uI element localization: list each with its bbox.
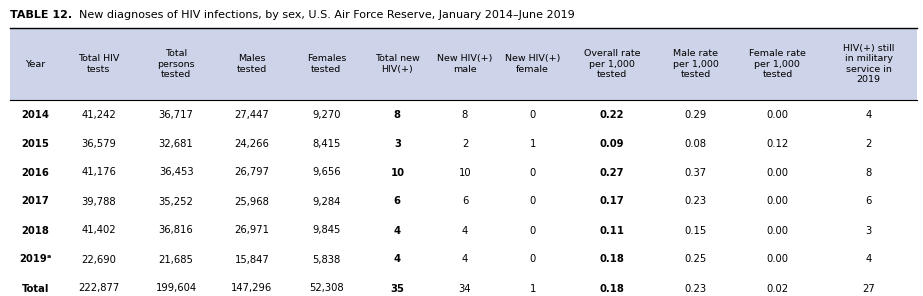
Text: 35,252: 35,252	[159, 197, 194, 207]
Text: 36,453: 36,453	[159, 168, 194, 178]
Text: Females
tested: Females tested	[306, 54, 346, 74]
Text: 9,270: 9,270	[312, 110, 341, 120]
Text: 4: 4	[462, 255, 468, 265]
Text: Overall rate
per 1,000
tested: Overall rate per 1,000 tested	[583, 49, 640, 79]
Text: 0.00: 0.00	[766, 197, 788, 207]
Text: New HIV(+)
male: New HIV(+) male	[438, 54, 493, 74]
Text: 0.37: 0.37	[685, 168, 707, 178]
Text: 4: 4	[462, 226, 468, 236]
Text: 0.08: 0.08	[685, 139, 707, 149]
Text: 4: 4	[866, 255, 872, 265]
Text: 0: 0	[530, 226, 535, 236]
Text: 34: 34	[459, 284, 472, 294]
Text: 0.15: 0.15	[685, 226, 707, 236]
Text: New HIV(+)
female: New HIV(+) female	[505, 54, 560, 74]
Text: 0: 0	[530, 197, 535, 207]
Text: 0.27: 0.27	[600, 168, 624, 178]
Text: 0.12: 0.12	[766, 139, 788, 149]
Text: 1: 1	[530, 284, 535, 294]
Text: Total
persons
tested: Total persons tested	[157, 49, 195, 79]
Text: 0.11: 0.11	[599, 226, 624, 236]
Text: 21,685: 21,685	[159, 255, 194, 265]
Text: Total HIV
tests: Total HIV tests	[78, 54, 120, 74]
Text: 2: 2	[462, 139, 468, 149]
Text: 0: 0	[530, 255, 535, 265]
Text: 2016: 2016	[21, 168, 49, 178]
Text: 10: 10	[390, 168, 404, 178]
Text: 6: 6	[462, 197, 468, 207]
Text: New diagnoses of HIV infections, by sex, U.S. Air Force Reserve, January 2014–Ju: New diagnoses of HIV infections, by sex,…	[72, 10, 575, 20]
Text: 36,816: 36,816	[159, 226, 194, 236]
Text: 8: 8	[462, 110, 468, 120]
Text: 0.00: 0.00	[766, 168, 788, 178]
Text: 0.18: 0.18	[599, 255, 624, 265]
Text: 199,604: 199,604	[156, 284, 197, 294]
Text: 1: 1	[530, 139, 535, 149]
Text: 8: 8	[866, 168, 872, 178]
Text: 6: 6	[866, 197, 872, 207]
Text: TABLE 12.: TABLE 12.	[10, 10, 72, 20]
Text: 9,845: 9,845	[312, 226, 341, 236]
Text: 8: 8	[394, 110, 401, 120]
Text: 2015: 2015	[21, 139, 49, 149]
Text: 0: 0	[530, 110, 535, 120]
Text: Total new
HIV(+): Total new HIV(+)	[375, 54, 420, 74]
Text: 0.00: 0.00	[766, 255, 788, 265]
Text: 2018: 2018	[21, 226, 49, 236]
Text: 3: 3	[866, 226, 872, 236]
Text: 27,447: 27,447	[234, 110, 270, 120]
Text: 24,266: 24,266	[234, 139, 270, 149]
Text: 9,656: 9,656	[312, 168, 341, 178]
Text: 0.09: 0.09	[600, 139, 624, 149]
Text: Total: Total	[21, 284, 49, 294]
Text: 0.18: 0.18	[599, 284, 624, 294]
Text: 0.23: 0.23	[685, 197, 707, 207]
Text: 2014: 2014	[21, 110, 49, 120]
Text: 0.00: 0.00	[766, 226, 788, 236]
Text: 4: 4	[394, 255, 401, 265]
Text: 0.00: 0.00	[766, 110, 788, 120]
Text: 0.22: 0.22	[600, 110, 624, 120]
Text: 52,308: 52,308	[309, 284, 343, 294]
Text: 8,415: 8,415	[312, 139, 341, 149]
Text: 4: 4	[866, 110, 872, 120]
Text: Female rate
per 1,000
tested: Female rate per 1,000 tested	[749, 49, 806, 79]
Text: 41,242: 41,242	[81, 110, 116, 120]
Text: Year: Year	[25, 59, 45, 68]
Text: 15,847: 15,847	[234, 255, 270, 265]
Text: 10: 10	[459, 168, 472, 178]
Text: 0.29: 0.29	[685, 110, 707, 120]
Text: 25,968: 25,968	[234, 197, 270, 207]
Text: Males
tested: Males tested	[237, 54, 267, 74]
Text: 39,788: 39,788	[81, 197, 116, 207]
Text: 41,402: 41,402	[81, 226, 116, 236]
Text: 26,797: 26,797	[234, 168, 270, 178]
Text: 0: 0	[530, 168, 535, 178]
Text: 2017: 2017	[21, 197, 49, 207]
Text: 2: 2	[866, 139, 872, 149]
Text: 2019ᵃ: 2019ᵃ	[19, 255, 52, 265]
Text: 5,838: 5,838	[312, 255, 341, 265]
Text: Male rate
per 1,000
tested: Male rate per 1,000 tested	[673, 49, 719, 79]
Text: 222,877: 222,877	[78, 284, 119, 294]
Text: 27: 27	[862, 284, 875, 294]
Text: 3: 3	[394, 139, 401, 149]
Text: 22,690: 22,690	[81, 255, 116, 265]
Text: 0.23: 0.23	[685, 284, 707, 294]
Text: 35: 35	[390, 284, 404, 294]
Text: 32,681: 32,681	[159, 139, 194, 149]
Text: 147,296: 147,296	[232, 284, 272, 294]
Text: 41,176: 41,176	[81, 168, 116, 178]
Text: 6: 6	[394, 197, 401, 207]
Text: 9,284: 9,284	[312, 197, 341, 207]
Text: 0.02: 0.02	[766, 284, 788, 294]
Text: 36,579: 36,579	[81, 139, 116, 149]
Text: 36,717: 36,717	[159, 110, 194, 120]
Text: HIV(+) still
in military
service in
2019: HIV(+) still in military service in 2019	[843, 44, 894, 84]
Text: 26,971: 26,971	[234, 226, 270, 236]
Text: 4: 4	[394, 226, 401, 236]
Text: 0.17: 0.17	[599, 197, 624, 207]
Text: 0.25: 0.25	[685, 255, 707, 265]
